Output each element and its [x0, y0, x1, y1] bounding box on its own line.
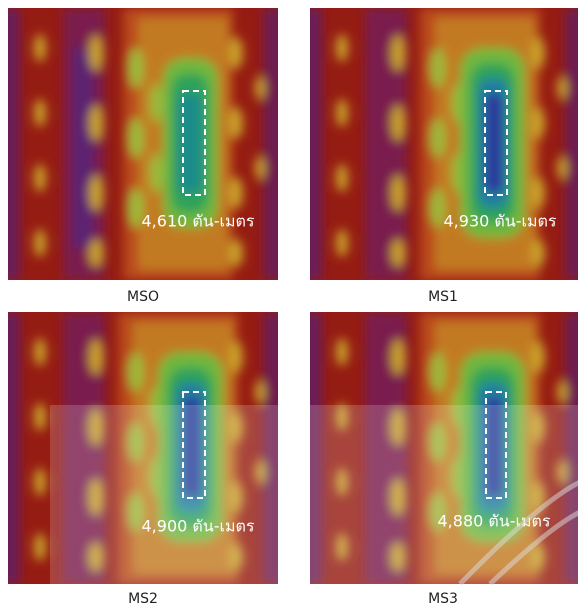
watermark-arc	[458, 480, 578, 586]
caption: MSO	[127, 289, 159, 305]
watermark-arc	[488, 510, 578, 586]
highlight-box	[485, 391, 507, 499]
caption: MS2	[128, 591, 158, 607]
annotation: 4,610 ตัน-เมตร	[142, 212, 255, 231]
panel: 4,610 ตัน-เมตร	[0, 8, 288, 280]
panel: 4,900 ตัน-เมตร	[0, 312, 288, 584]
caption: MS1	[428, 289, 458, 305]
highlight-box	[484, 90, 508, 196]
caption: MS3	[428, 591, 458, 607]
highlight-box	[182, 90, 206, 196]
overlay	[310, 405, 578, 584]
annotation: 4,930 ตัน-เมตร	[444, 212, 557, 231]
annotation: 4,900 ตัน-เมตร	[142, 517, 255, 536]
overlay	[50, 405, 278, 584]
panel: 4,930 ตัน-เมตร	[300, 8, 578, 280]
heatmap	[0, 8, 288, 280]
heatmap	[300, 8, 578, 280]
highlight-box	[182, 391, 206, 499]
panel: 4,880 ตัน-เมตร	[300, 312, 578, 586]
